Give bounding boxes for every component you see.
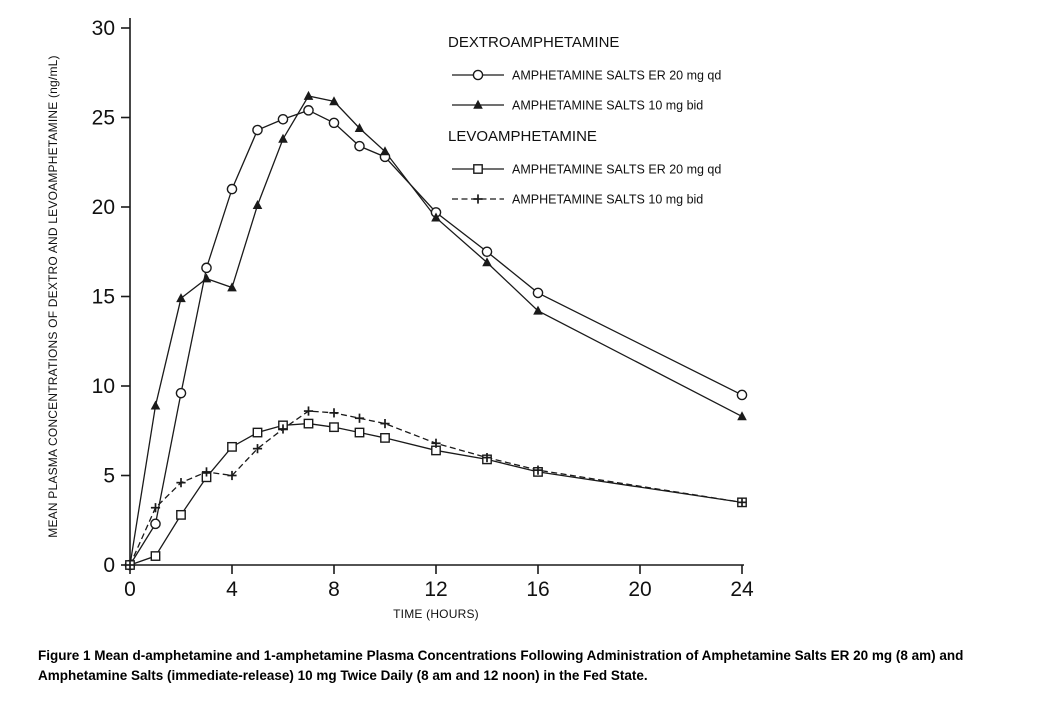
y-tick-label: 15 [92, 286, 115, 309]
x-tick-label: 12 [424, 578, 447, 601]
x-tick-label: 4 [226, 578, 238, 601]
y-tick-label: 10 [92, 375, 115, 398]
filled-triangle-marker [380, 146, 390, 156]
figure-caption: Figure 1 Mean d-amphetamine and 1-amphet… [38, 648, 964, 684]
open-circle-marker [277, 113, 289, 125]
filled-triangle-marker [431, 212, 441, 222]
open-circle-marker [481, 246, 493, 258]
open-circle-marker [303, 105, 314, 116]
y-tick-label: 25 [92, 107, 115, 130]
open-circle-marker [354, 140, 365, 152]
open-circle-marker [328, 117, 340, 129]
open-circle-marker [532, 287, 544, 299]
open-circle-marker [472, 69, 484, 81]
legend-entry-label: AMPHETAMINE SALTS ER 20 mg qd [512, 69, 721, 83]
filled-triangle-marker [533, 305, 543, 315]
filled-triangle-marker [227, 282, 237, 292]
x-tick-label: 20 [628, 578, 651, 601]
y-tick-label: 30 [92, 17, 115, 40]
filled-triangle-marker [176, 293, 186, 303]
x-axis-title: TIME (HOURS) [393, 607, 479, 621]
open-circle-marker [150, 518, 161, 530]
filled-triangle-marker [354, 123, 365, 133]
filled-triangle-marker [473, 99, 483, 109]
x-tick-label: 0 [124, 578, 136, 601]
open-square-marker [252, 427, 263, 438]
filled-triangle-marker [329, 96, 339, 106]
open-circle-marker [201, 262, 212, 274]
legend-group-title: DEXTROAMPHETAMINE [448, 34, 619, 51]
y-tick-label: 5 [103, 465, 115, 488]
x-tick-label: 24 [730, 578, 754, 601]
legend-entry-label: AMPHETAMINE SALTS 10 mg bid [512, 193, 703, 207]
open-circle-marker [175, 387, 187, 399]
filled-triangle-marker [278, 133, 288, 143]
open-square-marker [380, 433, 390, 443]
series-line-0 [129, 109, 743, 566]
legend-group-title: LEVOAMPHETAMINE [448, 128, 597, 145]
legend-entry-label: AMPHETAMINE SALTS ER 20 mg qd [512, 163, 721, 177]
open-square-marker [176, 509, 186, 520]
open-square-marker [150, 551, 161, 561]
x-tick-label: 16 [526, 578, 549, 601]
open-square-marker [354, 427, 365, 438]
filled-triangle-marker [737, 411, 747, 421]
filled-triangle-marker [150, 400, 161, 410]
open-square-marker [473, 164, 483, 174]
y-axis-title: MEAN PLASMA CONCENTRATIONS OF DEXTRO AND… [46, 55, 60, 537]
filled-triangle-marker [201, 273, 212, 283]
line-chart: 0 5 10 15 20 25 30 0 4 8 12 16 20 24 TIME (HOURS) MEAN … [46, 17, 754, 621]
open-square-marker [227, 441, 237, 452]
filled-triangle-marker [303, 90, 314, 100]
open-circle-marker [226, 183, 238, 195]
filled-triangle-marker [252, 200, 263, 210]
legend-entry-label: AMPHETAMINE SALTS 10 mg bid [512, 99, 703, 113]
y-tick-label: 20 [92, 196, 115, 219]
open-square-marker [303, 418, 314, 429]
x-tick-label: 8 [328, 578, 340, 601]
open-square-marker [329, 422, 339, 433]
open-circle-marker [252, 124, 263, 136]
series-line-3 [129, 410, 743, 566]
filled-triangle-marker [482, 257, 492, 267]
y-tick-label: 0 [103, 554, 115, 577]
open-circle-marker [736, 389, 748, 401]
